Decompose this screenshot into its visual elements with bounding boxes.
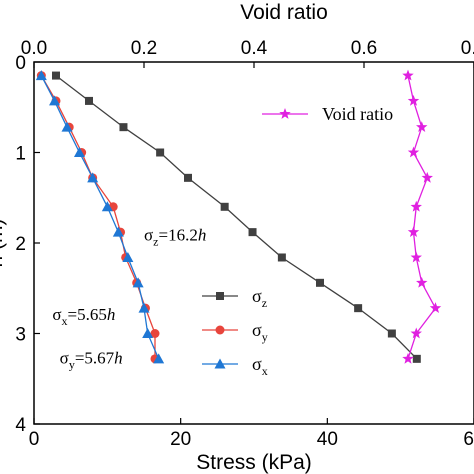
annotation-value: =5.67 [75, 348, 115, 367]
annotation-variable: h [114, 348, 123, 367]
point-void-ratio [407, 94, 420, 106]
legend-marker-sigma-x [214, 358, 226, 369]
bottom-x-tick-label: 0 [29, 429, 40, 450]
point-sigma-x [101, 201, 113, 212]
legend-label-sigma-z: σz [252, 286, 267, 310]
point-sigma-x [73, 147, 85, 157]
y-axis-title: h (m) [0, 219, 7, 268]
point-sigma-z [184, 173, 192, 182]
point-sigma-x [49, 95, 61, 106]
annotation-value: =16.2 [159, 225, 198, 244]
annotation-subscript: x [62, 314, 68, 328]
point-sigma-x [61, 121, 73, 132]
annotation-subscript: z [153, 234, 158, 248]
point-sigma-x [122, 251, 134, 262]
point-sigma-z [248, 228, 257, 237]
point-void-ratio [410, 200, 422, 212]
point-sigma-z [85, 96, 93, 105]
top-x-tick-label: 0.0 [21, 38, 47, 59]
annotation-sigma: σ [144, 225, 153, 244]
point-sigma-z [220, 202, 229, 211]
point-void-ratio [416, 121, 428, 133]
point-void-ratio [402, 69, 414, 81]
point-sigma-x [132, 277, 144, 288]
point-sigma-z [119, 123, 128, 132]
equation-annotation-z: σz=16.2h [144, 225, 206, 248]
point-sigma-x [138, 302, 150, 313]
point-sigma-z [412, 354, 421, 363]
bottom-x-tick-label: 40 [317, 429, 338, 450]
series-layer [35, 69, 442, 364]
y-tick-label: 4 [15, 415, 26, 436]
point-sigma-z [277, 253, 286, 262]
point-void-ratio [429, 302, 442, 314]
legend-label-void-ratio: Void ratio [322, 104, 393, 124]
top-x-tick-label: 0.2 [131, 38, 157, 59]
top-axis-title: Void ratio [240, 1, 328, 24]
point-void-ratio [421, 171, 433, 183]
point-void-ratio [402, 352, 414, 364]
point-sigma-y [150, 329, 160, 338]
bottom-x-tick-label: 60 [463, 429, 474, 450]
y-tick-label: 2 [15, 234, 26, 255]
y-tick-label: 0 [15, 53, 26, 74]
legend: σz σy σx Void ratio [202, 104, 393, 378]
legend-marker-void-ratio [279, 108, 291, 119]
point-sigma-z [156, 148, 165, 157]
point-sigma-z [316, 278, 324, 287]
point-sigma-x [35, 70, 47, 81]
point-void-ratio [410, 251, 422, 263]
annotation-value: =5.65 [68, 305, 107, 324]
ticks-layer: 0 20 40 60 0.0 0.2 0.4 0.6 0.8 0 1 2 3 4 h (m) [0, 38, 474, 450]
point-void-ratio [407, 226, 420, 237]
annotation-sigma: σ [60, 348, 69, 367]
annotation-subscript: y [69, 357, 75, 371]
point-sigma-z [354, 304, 363, 313]
point-void-ratio [407, 146, 420, 158]
y-tick-label: 1 [15, 144, 26, 165]
annotation-variable: h [107, 305, 116, 324]
annotation-variable: h [198, 225, 207, 244]
legend-marker-sigma-z [216, 292, 224, 300]
series-line-void-ratio [407, 75, 437, 360]
legend-marker-sigma-y [215, 325, 225, 335]
point-void-ratio [416, 276, 428, 288]
point-sigma-x [153, 353, 165, 364]
point-sigma-x [142, 328, 154, 338]
point-sigma-x [87, 172, 99, 183]
point-sigma-x [112, 226, 124, 237]
point-sigma-z [52, 71, 60, 80]
series-line-sigma-z [55, 75, 418, 360]
point-sigma-z [387, 329, 396, 338]
top-x-tick-label: 0.6 [351, 38, 377, 59]
bottom-x-tick-label: 20 [170, 429, 191, 450]
legend-label-sigma-x: σx [252, 354, 268, 378]
top-x-tick-label: 0.8 [461, 38, 474, 59]
legend-label-sigma-y: σy [252, 320, 268, 344]
annotation-sigma: σ [52, 305, 61, 324]
point-void-ratio [410, 327, 422, 339]
y-tick-label: 3 [15, 325, 26, 346]
plot-frame [33, 61, 474, 425]
equation-annotation-y: σy=5.67h [60, 348, 123, 371]
equation-annotation-x: σx=5.65h [52, 305, 115, 328]
bottom-axis-title: Stress (kPa) [196, 451, 312, 474]
top-x-tick-label: 0.4 [241, 38, 268, 59]
